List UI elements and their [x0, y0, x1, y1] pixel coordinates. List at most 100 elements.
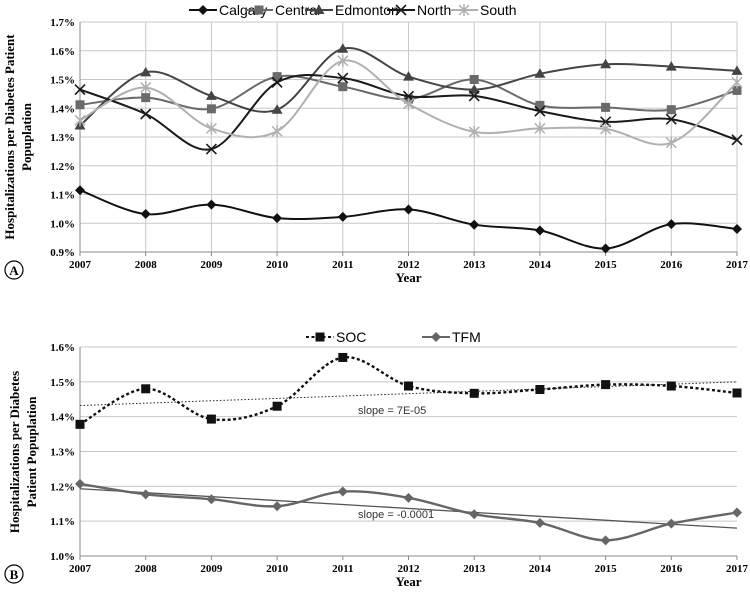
legend-entry-south: South: [450, 2, 517, 18]
data-point: [469, 75, 479, 84]
x-tick-label: 2010: [266, 563, 289, 575]
x-tick-label: 2016: [660, 563, 683, 575]
y-tick-label: 0.9%: [50, 247, 75, 259]
data-point: [600, 535, 611, 546]
data-point: [141, 93, 151, 103]
data-point: [534, 122, 546, 135]
data-point: [206, 414, 216, 424]
data-point: [205, 143, 217, 155]
x-tick-label: 2014: [529, 259, 552, 271]
data-point: [74, 114, 86, 127]
data-point: [337, 486, 348, 497]
data-point: [665, 136, 677, 149]
series-south: [74, 54, 743, 149]
series-calgary: [75, 185, 742, 254]
panel-label-circle: [4, 260, 24, 280]
series-line-soc: [79, 356, 738, 426]
data-point: [468, 90, 480, 102]
legend-entry-central: Central: [245, 2, 320, 18]
data-point: [337, 54, 349, 67]
y-tick-label: 1.4%: [50, 103, 75, 115]
x-axis-label: Year: [396, 574, 422, 589]
x-tick-label: 2011: [332, 259, 353, 271]
data-point: [600, 243, 611, 254]
data-point: [732, 507, 742, 518]
data-point: [468, 125, 480, 138]
y-axis-label: Hospitalizations per Diabetes: [7, 371, 22, 533]
y-tick-label: 1.5%: [50, 75, 75, 87]
slope-label-soc: slope = 7E-05: [358, 405, 426, 417]
y-tick-label: 1.2%: [50, 481, 75, 493]
data-point: [337, 72, 349, 84]
data-point: [140, 209, 151, 220]
data-point: [403, 492, 414, 503]
x-tick-label: 2007: [69, 563, 92, 575]
data-point: [402, 97, 415, 110]
legend-marker: [395, 4, 407, 16]
data-point: [732, 85, 742, 95]
series-line-north: [79, 73, 738, 151]
legend-marker: [313, 4, 325, 14]
series-soc: slope = 7E-05: [75, 352, 742, 429]
data-point: [666, 518, 677, 529]
data-point: [75, 478, 85, 489]
y-tick-label: 1.5%: [50, 377, 75, 389]
data-point: [402, 90, 415, 102]
data-point: [205, 122, 217, 135]
legend-label: North: [417, 2, 451, 18]
x-tick-label: 2014: [529, 563, 552, 575]
trendline-soc: [79, 381, 738, 407]
panel-label: B: [10, 567, 19, 582]
data-point: [75, 419, 85, 429]
series-line-south: [79, 59, 738, 146]
data-point: [535, 100, 545, 110]
data-point: [141, 384, 151, 394]
y-tick-label: 1.6%: [50, 342, 75, 354]
data-point: [206, 494, 217, 505]
data-point: [534, 225, 545, 236]
data-point: [534, 105, 546, 117]
data-point: [731, 76, 743, 89]
data-point: [338, 82, 348, 92]
data-point: [271, 125, 283, 138]
x-axis-label: Year: [396, 270, 422, 285]
x-tick-label: 2012: [398, 259, 421, 271]
data-point: [74, 83, 86, 96]
data-point: [271, 104, 283, 114]
x-tick-label: 2013: [463, 563, 486, 575]
legend-label: Edmonton: [335, 2, 399, 18]
x-tick-label: 2015: [595, 259, 618, 271]
data-point: [469, 219, 480, 230]
trendline-tfm: [79, 488, 738, 529]
data-point: [732, 388, 742, 398]
data-point: [535, 384, 545, 394]
y-tick-label: 1.6%: [50, 46, 75, 58]
data-point: [206, 104, 216, 114]
legend-label: SOC: [336, 329, 366, 345]
slope-label-tfm: slope = -0.0001: [358, 509, 434, 521]
data-point: [403, 71, 414, 81]
data-point: [666, 105, 676, 115]
y-tick-label: 1.0%: [50, 218, 75, 230]
y-tick-label: 1.3%: [50, 132, 75, 144]
x-tick-label: 2008: [135, 259, 158, 271]
y-tick-label: 1.0%: [50, 551, 75, 563]
y-tick-label: 1.2%: [50, 161, 75, 173]
chart-panel-b: 1.0% 1.1% 1.2% 1.3% 1.4% 1.5% 1.6% 2007 2008 2009…: [4, 329, 749, 589]
y-tick-label: 1.3%: [50, 447, 75, 459]
data-point: [534, 517, 545, 528]
y-tick-label: 1.7%: [50, 17, 75, 29]
legend-marker: [431, 332, 441, 342]
data-point: [271, 76, 283, 88]
legend-marker: [315, 332, 325, 342]
legend-entry-soc: SOC: [306, 329, 366, 345]
data-point: [75, 100, 85, 110]
x-tick-label: 2010: [266, 259, 289, 271]
legend-label: TFM: [452, 329, 481, 345]
data-point: [337, 211, 348, 222]
legend-entry-north: North: [387, 2, 451, 18]
data-point: [140, 489, 151, 500]
data-point: [205, 90, 217, 100]
